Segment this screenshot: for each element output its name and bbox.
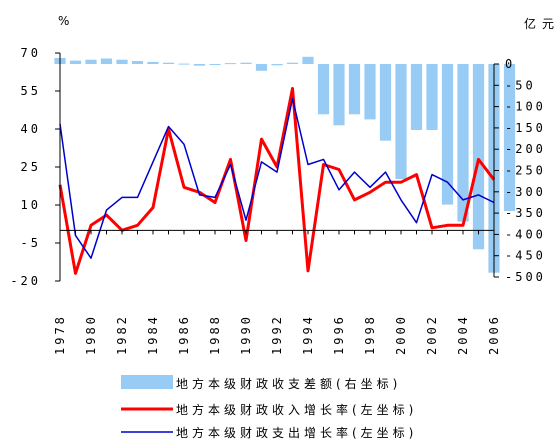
bar-1994	[302, 56, 314, 64]
right-axis-unit: 亿元	[524, 16, 560, 31]
bar-2004	[457, 64, 469, 222]
left-tick-label: 25	[21, 160, 41, 174]
right-tick-label: -400	[505, 227, 546, 241]
bar-1983	[131, 61, 144, 64]
x-tick-label: 1984	[146, 314, 160, 355]
x-tick-label: 1978	[53, 314, 67, 355]
bar-1991	[255, 64, 268, 71]
right-tick-label: -250	[505, 164, 546, 178]
x-tick-label: 1988	[208, 314, 222, 355]
bar-1993	[286, 62, 299, 64]
bar-1984	[147, 61, 159, 64]
legend: 地方本级财政收支差额(右坐标) 地方本级财政收入增长率(左坐标) 地方本级财政支出增…	[121, 375, 417, 440]
right-tick-label: -350	[505, 206, 546, 220]
bar-1992	[271, 64, 283, 66]
revenue-growth-line	[58, 87, 496, 275]
expenditure-growth-line	[59, 97, 495, 259]
x-tick-label: 1992	[270, 314, 284, 355]
bar-series-group	[54, 56, 516, 273]
bar-1999	[379, 64, 392, 141]
bar-2001	[410, 64, 423, 130]
x-tick-label: 1980	[84, 314, 98, 355]
bar-1980	[85, 59, 97, 64]
line-series-group	[58, 87, 496, 275]
right-tick-label: -100	[505, 100, 546, 114]
right-tick-label: -150	[505, 121, 546, 135]
x-tick-label: 1982	[115, 314, 129, 355]
left-tick-label: 70	[21, 46, 41, 60]
bar-1981	[100, 58, 113, 64]
left-tick-label: -20	[10, 274, 41, 288]
left-tick-label: 40	[21, 122, 41, 136]
bar-1996	[333, 64, 345, 126]
bar-1979	[69, 60, 82, 64]
x-tick-label: 2000	[394, 314, 408, 355]
x-tick-label: 1986	[177, 314, 191, 355]
left-tick-label: -5	[21, 236, 41, 250]
x-tick-label: 2006	[487, 314, 501, 355]
legend-label: 地方本级财政收入增长率(左坐标)	[176, 402, 417, 417]
x-tick-label: 1990	[239, 314, 253, 355]
right-axis-ticks: 0 -50 -100 -150 -200 -250 -300 -350 -400 -450 -500	[494, 57, 546, 284]
bar-undefined	[503, 64, 516, 211]
bar-2002	[426, 64, 438, 130]
x-tick-label: 2004	[456, 314, 470, 355]
x-axis-ticks: 1978 1980 1982 1984 1986 1988 1990 1992 1994 1996…	[53, 230, 501, 355]
x-tick-label: 1998	[363, 314, 377, 355]
right-tick-label: 0	[505, 57, 515, 71]
bar-1989	[224, 63, 237, 65]
right-tick-label: -450	[505, 249, 546, 263]
x-tick-label: 1996	[332, 314, 346, 355]
bar-1987	[193, 64, 206, 66]
bar-1982	[116, 59, 128, 64]
left-tick-label: 55	[21, 84, 41, 98]
bar-1985	[162, 62, 175, 64]
bar-1988	[209, 64, 221, 65]
x-tick-label: 1994	[301, 314, 315, 355]
left-tick-label: 10	[21, 198, 41, 212]
bar-1990	[240, 62, 252, 64]
bar-2000	[395, 64, 407, 179]
bar-2003	[441, 64, 454, 205]
legend-label: 地方本级财政收支差额(右坐标)	[176, 376, 401, 391]
bar-1998	[364, 64, 376, 120]
right-tick-label: -50	[505, 78, 536, 92]
right-tick-label: -500	[505, 270, 546, 284]
x-tick-label: 2002	[425, 314, 439, 355]
bar-1986	[178, 63, 190, 65]
bar-2005	[472, 64, 485, 250]
right-tick-label: -200	[505, 142, 546, 156]
bar-1997	[348, 64, 361, 115]
left-axis-ticks: 70 55 40 25 10 -5 -20	[10, 46, 60, 288]
legend-swatch-bar	[121, 375, 173, 389]
legend-label: 地方本级财政支出增长率(左坐标)	[176, 425, 417, 440]
left-axis-unit: %	[58, 14, 69, 28]
bar-1995	[317, 64, 330, 115]
right-tick-label: -300	[505, 185, 546, 199]
